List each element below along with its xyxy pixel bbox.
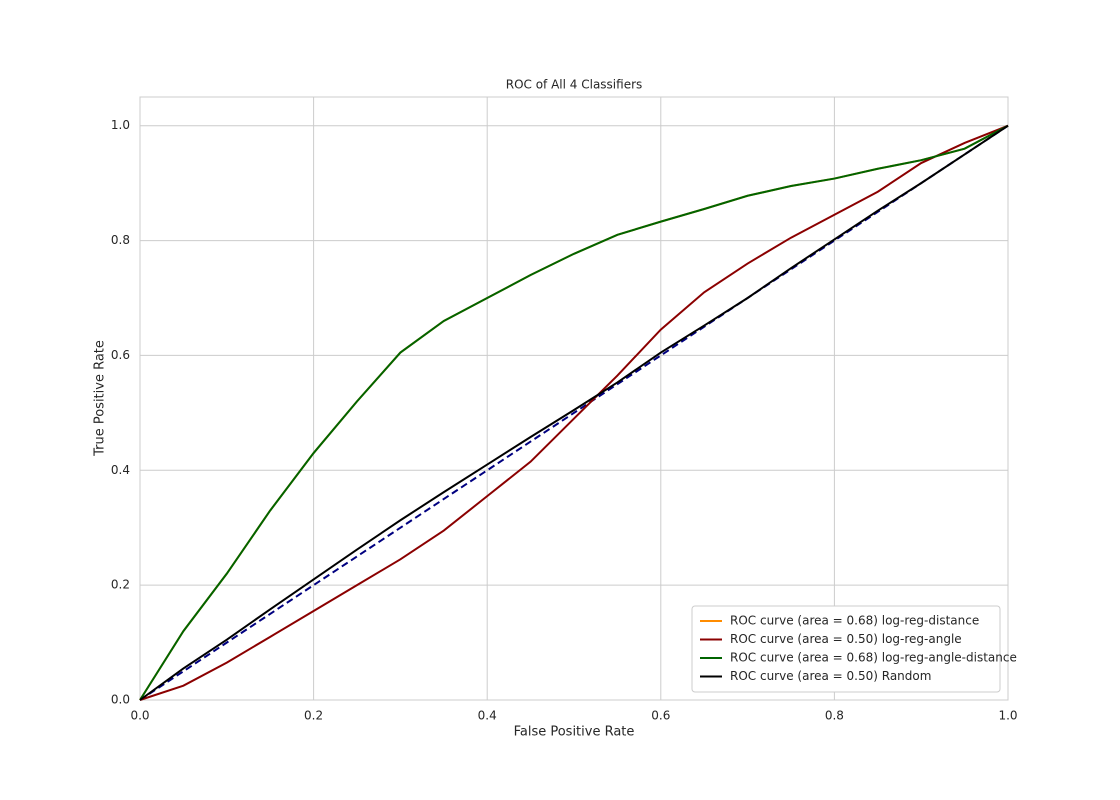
x-tick-label: 1.0 <box>998 709 1017 723</box>
x-tick-label: 0.8 <box>825 709 844 723</box>
series-line <box>139 124 1009 701</box>
x-tick-label: 0.0 <box>130 709 149 723</box>
y-tick-label: 0.8 <box>111 233 130 247</box>
x-tick-label: 0.4 <box>478 709 497 723</box>
x-tick-label: 0.2 <box>304 709 323 723</box>
y-tick-label: 0.6 <box>111 348 130 362</box>
plot-frame <box>139 96 1009 701</box>
series-line <box>139 124 1009 701</box>
y-tick-label: 0.2 <box>111 578 130 592</box>
y-tick-label: 0.4 <box>111 463 130 477</box>
y-tick-label: 0.0 <box>111 693 130 707</box>
series-line <box>139 124 1009 701</box>
chart-title: ROC of All 4 Classifiers <box>506 78 643 92</box>
legend-label: ROC curve (area = 0.68) log-reg-angle-di… <box>730 651 1017 665</box>
y-axis-label: True Positive Rate <box>93 340 108 457</box>
reference-line <box>139 124 1009 701</box>
legend-label: ROC curve (area = 0.50) Random <box>730 669 931 683</box>
x-tick-label: 0.6 <box>651 709 670 723</box>
legend-box <box>691 605 1001 693</box>
y-tick-label: 1.0 <box>111 118 130 132</box>
legend-label: ROC curve (area = 0.50) log-reg-angle <box>730 632 962 646</box>
legend-label: ROC curve (area = 0.68) log-reg-distance <box>730 614 979 628</box>
x-axis-label: False Positive Rate <box>514 725 635 740</box>
